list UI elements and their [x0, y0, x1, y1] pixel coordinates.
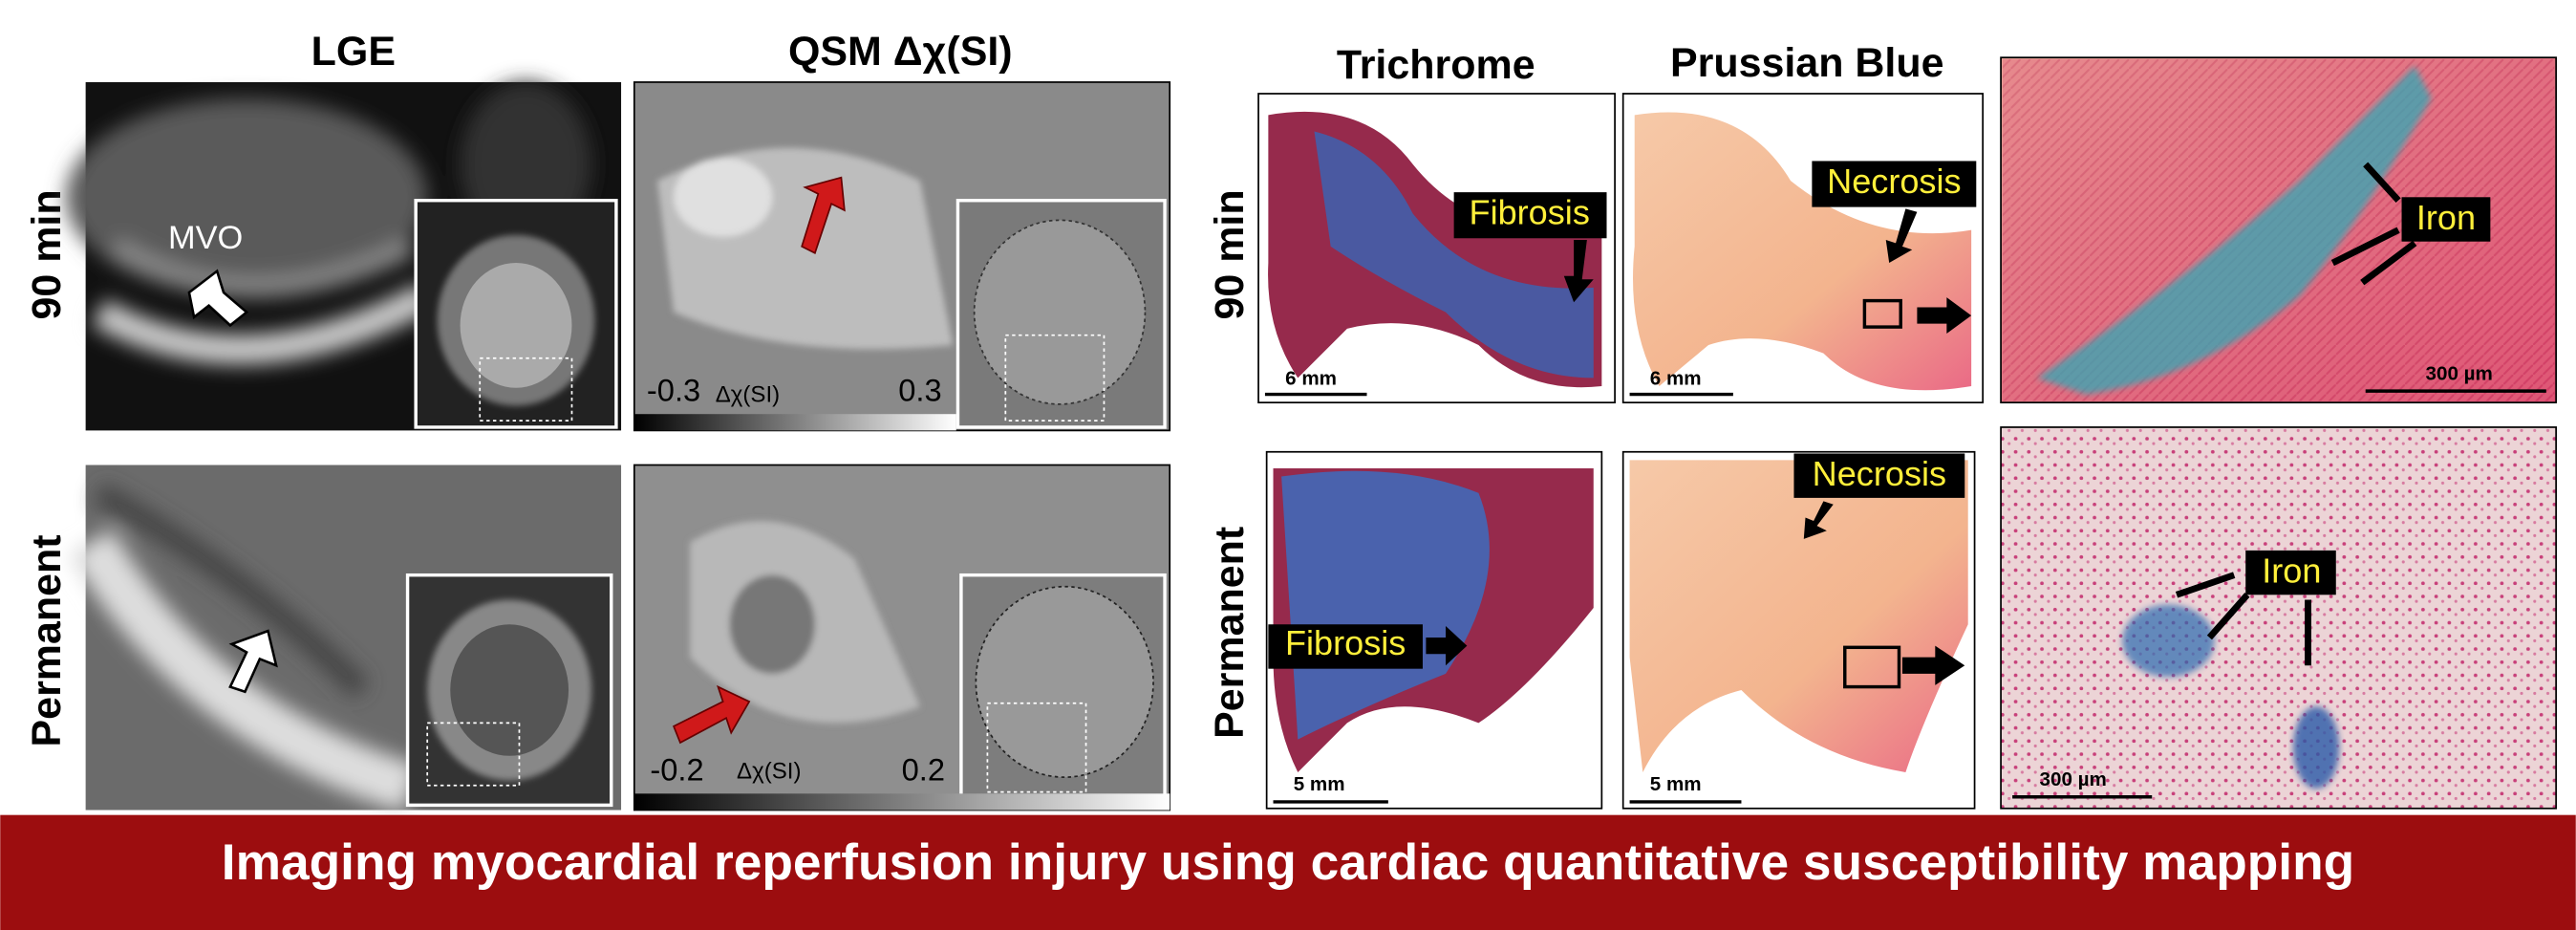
tissue [690, 521, 920, 724]
arrow [228, 629, 278, 694]
inset-heart [973, 219, 1147, 405]
colorbar-max: 0.3 [898, 372, 941, 407]
column-header: Trichrome [1337, 42, 1535, 88]
qsm-image: -0.3 Δχ(SI) 0.3 [633, 81, 1171, 432]
colorbar-unit: Δχ(SI) [716, 382, 780, 408]
lge-image [69, 465, 622, 812]
colorbar-max: 0.2 [902, 752, 945, 788]
fibrosis-region [1281, 470, 1490, 740]
label: Necrosis [1813, 454, 1946, 493]
scale-label: 5 mm [1650, 773, 1702, 795]
row-header: 90 min [1207, 189, 1253, 319]
roi-box [1004, 334, 1106, 422]
arrow [2363, 162, 2401, 204]
column-header: QSM Δχ(SI) [788, 29, 1013, 75]
image-frame [2000, 426, 2557, 810]
label: Fibrosis [1285, 623, 1406, 662]
arrow [2330, 227, 2400, 267]
prussian-blue-image: Necrosis 6 mm [1621, 93, 1985, 404]
iron-deposit [2293, 706, 2340, 789]
arrow [2175, 572, 2236, 598]
row-header: Permanent [24, 534, 70, 746]
tissue [69, 483, 419, 812]
label-box [1812, 161, 1977, 207]
roi-box [426, 722, 521, 787]
iron-deposit [2122, 604, 2215, 678]
iron-micrograph: Iron 300 µm [2000, 56, 2557, 404]
row-header: 90 min [24, 189, 70, 319]
iron-micrograph: Iron 300 µm [2000, 426, 2557, 810]
tissue [1629, 460, 1968, 772]
roi-box [986, 702, 1087, 793]
colorbar-min: -0.2 [650, 752, 703, 788]
label-box [1793, 453, 1965, 498]
colorbar [633, 793, 1170, 811]
scale-label: 6 mm [1285, 368, 1337, 390]
arrow [672, 684, 751, 745]
arrow [2206, 593, 2250, 640]
colorbar [633, 414, 956, 431]
colorbar-unit: Δχ(SI) [737, 758, 801, 784]
inset-cavity [460, 263, 572, 388]
column-header: LGE [311, 29, 396, 75]
roi-box [479, 357, 573, 422]
trichrome-image: Fibrosis 6 mm [1257, 93, 1616, 404]
trichrome-image: Fibrosis 5 mm [1265, 450, 1603, 810]
roi-box [1843, 645, 1901, 689]
scale-label: 5 mm [1294, 773, 1345, 795]
arrow [2360, 240, 2417, 286]
arrow [1426, 625, 1468, 666]
prussian-blue-image: Necrosis 5 mm [1621, 450, 1976, 810]
scale-label: 300 µm [2040, 768, 2107, 790]
arrow [1803, 501, 1834, 539]
arrow [1901, 645, 1965, 685]
iron-deposit [2036, 65, 2432, 395]
scale-label: 6 mm [1650, 368, 1702, 390]
inset-heart [975, 585, 1154, 778]
label: Fibrosis [1470, 193, 1590, 232]
row-header: Permanent [1207, 527, 1253, 739]
label-box [2401, 197, 2491, 242]
arrow-label: MVO [168, 220, 243, 256]
title: Imaging myocardial reperfusion injury us… [222, 834, 2354, 891]
label-box [1453, 192, 1607, 239]
arrow [801, 176, 846, 254]
arrow [1885, 208, 1918, 264]
tissue [1633, 112, 1972, 391]
arrow [1563, 239, 1594, 303]
colorbar-min: -0.3 [647, 372, 700, 407]
title-banner [0, 814, 2576, 930]
roi-box [1862, 298, 1902, 329]
label: Iron [2262, 551, 2321, 590]
lge-image: MVO [66, 81, 622, 431]
arrow [187, 269, 249, 328]
scale-label: 300 µm [2426, 362, 2493, 384]
tissue [66, 81, 592, 365]
label: Iron [2416, 198, 2476, 237]
inset-cavity [450, 624, 569, 756]
arrow [1917, 297, 1972, 334]
label: Necrosis [1827, 162, 1961, 201]
fibrosis-region [1314, 131, 1594, 378]
qsm-image: -0.2 Δχ(SI) 0.2 [633, 464, 1171, 811]
label-box [1268, 624, 1423, 669]
label-box [2245, 550, 2336, 595]
column-header: Prussian Blue [1670, 40, 1944, 86]
